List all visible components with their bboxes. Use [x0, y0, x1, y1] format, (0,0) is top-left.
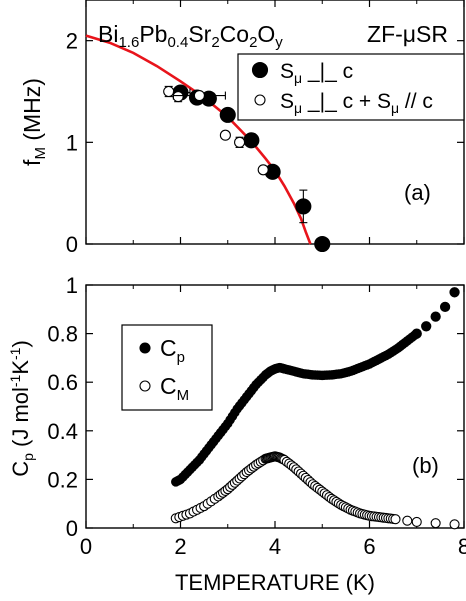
compound-label: Bi1.6Pb0.4Sr2Co2Oy [98, 21, 283, 51]
legend-entry-label: Sμ _|_ c + Sμ // c [280, 90, 433, 116]
legend-subscript: μ [294, 100, 302, 116]
y-tick-label: 1 [66, 130, 78, 155]
compound-subscript: 2 [249, 34, 257, 51]
legend-entry-label: Sμ _|_ c [280, 60, 353, 86]
legend-subscript: M [177, 387, 190, 404]
y-tick-label: 0.6 [47, 370, 78, 395]
data-point [163, 85, 175, 98]
data-point [193, 90, 205, 102]
series-cp [171, 287, 460, 487]
legend-marker [254, 94, 266, 106]
compound-subscript: y [275, 34, 283, 51]
compound-text: Pb [139, 21, 167, 47]
data-point [257, 164, 269, 176]
y-tick-label: 0 [66, 232, 78, 257]
x-tick-label: 6 [363, 534, 375, 559]
data-point [234, 136, 246, 148]
legend-box [237, 53, 465, 121]
data-point [430, 311, 441, 322]
legend-entry-label: CM [160, 373, 189, 404]
legend-a: Sμ _|_ cSμ _|_ c + Sμ // c [237, 53, 465, 121]
legend-subscript: μ [294, 70, 302, 86]
panel-label-b: (b) [412, 453, 439, 478]
compound-text: O [257, 21, 275, 47]
x-tick-label: 0 [80, 534, 92, 559]
series-perp-c [170, 84, 331, 253]
legend-entry-label: Cp [160, 335, 185, 366]
data-point [449, 519, 460, 530]
legend-subscript: μ [391, 100, 399, 116]
data-point [430, 518, 441, 529]
y-tick-label: 0.2 [47, 467, 78, 492]
x-tick-label: 8 [458, 534, 466, 559]
data-point [411, 516, 422, 527]
y-label-text: f [19, 159, 45, 166]
technique-label: ZF-μSR [367, 21, 448, 47]
y-axis-label-a: fM (MHz) [19, 78, 49, 166]
legend-text: _|_ c + S [302, 90, 391, 113]
compound-subscript: 2 [211, 34, 219, 51]
data-point [402, 515, 413, 526]
series-perp-plus-parallel-c [163, 85, 269, 176]
legend-text: S [280, 90, 294, 113]
y-label-superscript: -1 [7, 347, 23, 360]
x-tick-label: 2 [174, 534, 186, 559]
y-label-text: (MHz) [19, 78, 45, 147]
y-label-superscript: -1 [7, 374, 23, 387]
x-tick-label: 4 [269, 534, 281, 559]
compound-text: Bi [98, 21, 118, 47]
series-cm [170, 451, 460, 530]
y-axis-label-b: Cp (J mol-1K-1) [7, 340, 36, 477]
y-label-text: C [8, 461, 33, 477]
y-tick-label: 0.8 [47, 322, 78, 347]
legend-box [121, 324, 213, 411]
legend-marker [251, 61, 269, 79]
legend-text: // c [399, 90, 433, 113]
data-point [411, 328, 422, 339]
legend-text: _|_ c [302, 60, 353, 83]
legend-subscript: p [177, 349, 185, 366]
y-label-subscript: M [32, 147, 49, 160]
legend-marker [139, 380, 151, 392]
y-tick-label: 0.4 [47, 419, 78, 444]
data-point [172, 91, 184, 103]
legend-text: C [160, 335, 177, 361]
data-point [439, 301, 451, 313]
y-label-text: (J mol [8, 387, 33, 453]
x-axis-label: TEMPERATURE (K) [175, 570, 375, 595]
panel-label-a: (a) [404, 180, 431, 205]
y-tick-label: 1 [66, 273, 78, 298]
compound-text: Sr [188, 21, 211, 47]
data-point [243, 132, 260, 149]
data-point [295, 198, 312, 215]
data-point [219, 129, 231, 141]
legend-text: S [280, 60, 294, 83]
legend-marker [139, 342, 151, 354]
data-point [219, 106, 236, 123]
y-tick-label: 0 [66, 516, 78, 541]
y-tick-label: 2 [66, 29, 78, 54]
compound-subscript: 1.6 [118, 34, 139, 51]
data-point [390, 514, 401, 525]
y-label-text: K [8, 360, 33, 375]
compound-subscript: 0.4 [167, 34, 188, 51]
data-point [421, 321, 432, 332]
compound-text: Co [220, 21, 249, 47]
data-point [449, 287, 460, 298]
y-label-text: ) [8, 340, 33, 347]
y-label-subscript: p [20, 453, 36, 461]
data-point [314, 235, 331, 253]
legend-text: C [160, 373, 177, 399]
